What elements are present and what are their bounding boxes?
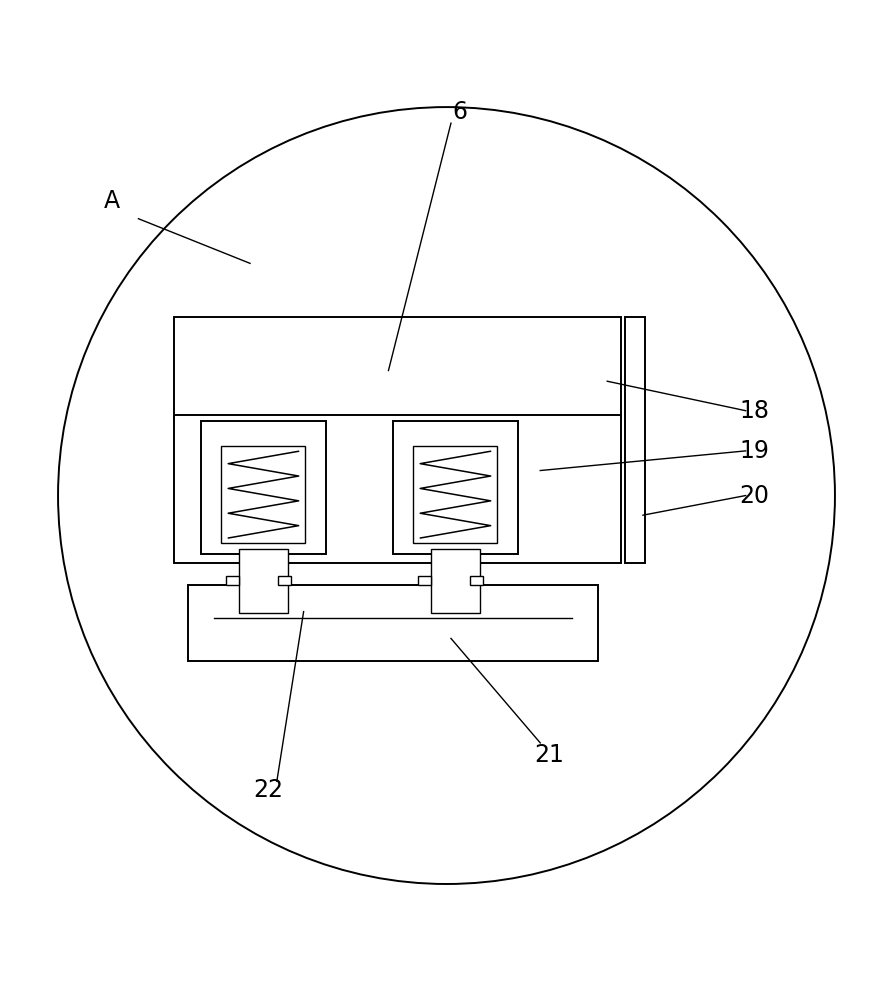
Text: 22: 22 xyxy=(253,778,283,802)
Text: A: A xyxy=(104,189,120,213)
Text: 19: 19 xyxy=(739,439,770,463)
Bar xyxy=(278,576,291,585)
Bar xyxy=(174,317,621,420)
Bar xyxy=(239,549,288,613)
Text: 18: 18 xyxy=(739,399,770,423)
Text: 20: 20 xyxy=(739,484,770,508)
Bar xyxy=(625,317,645,563)
Text: 21: 21 xyxy=(534,743,564,767)
Bar xyxy=(418,576,431,585)
Bar xyxy=(393,421,518,554)
Bar xyxy=(201,421,326,554)
Bar xyxy=(221,446,305,543)
Bar xyxy=(174,415,621,563)
Bar xyxy=(431,549,480,613)
Bar xyxy=(470,576,483,585)
Bar xyxy=(413,446,497,543)
Text: 6: 6 xyxy=(453,100,467,124)
Bar xyxy=(226,576,239,585)
Bar xyxy=(188,585,598,661)
